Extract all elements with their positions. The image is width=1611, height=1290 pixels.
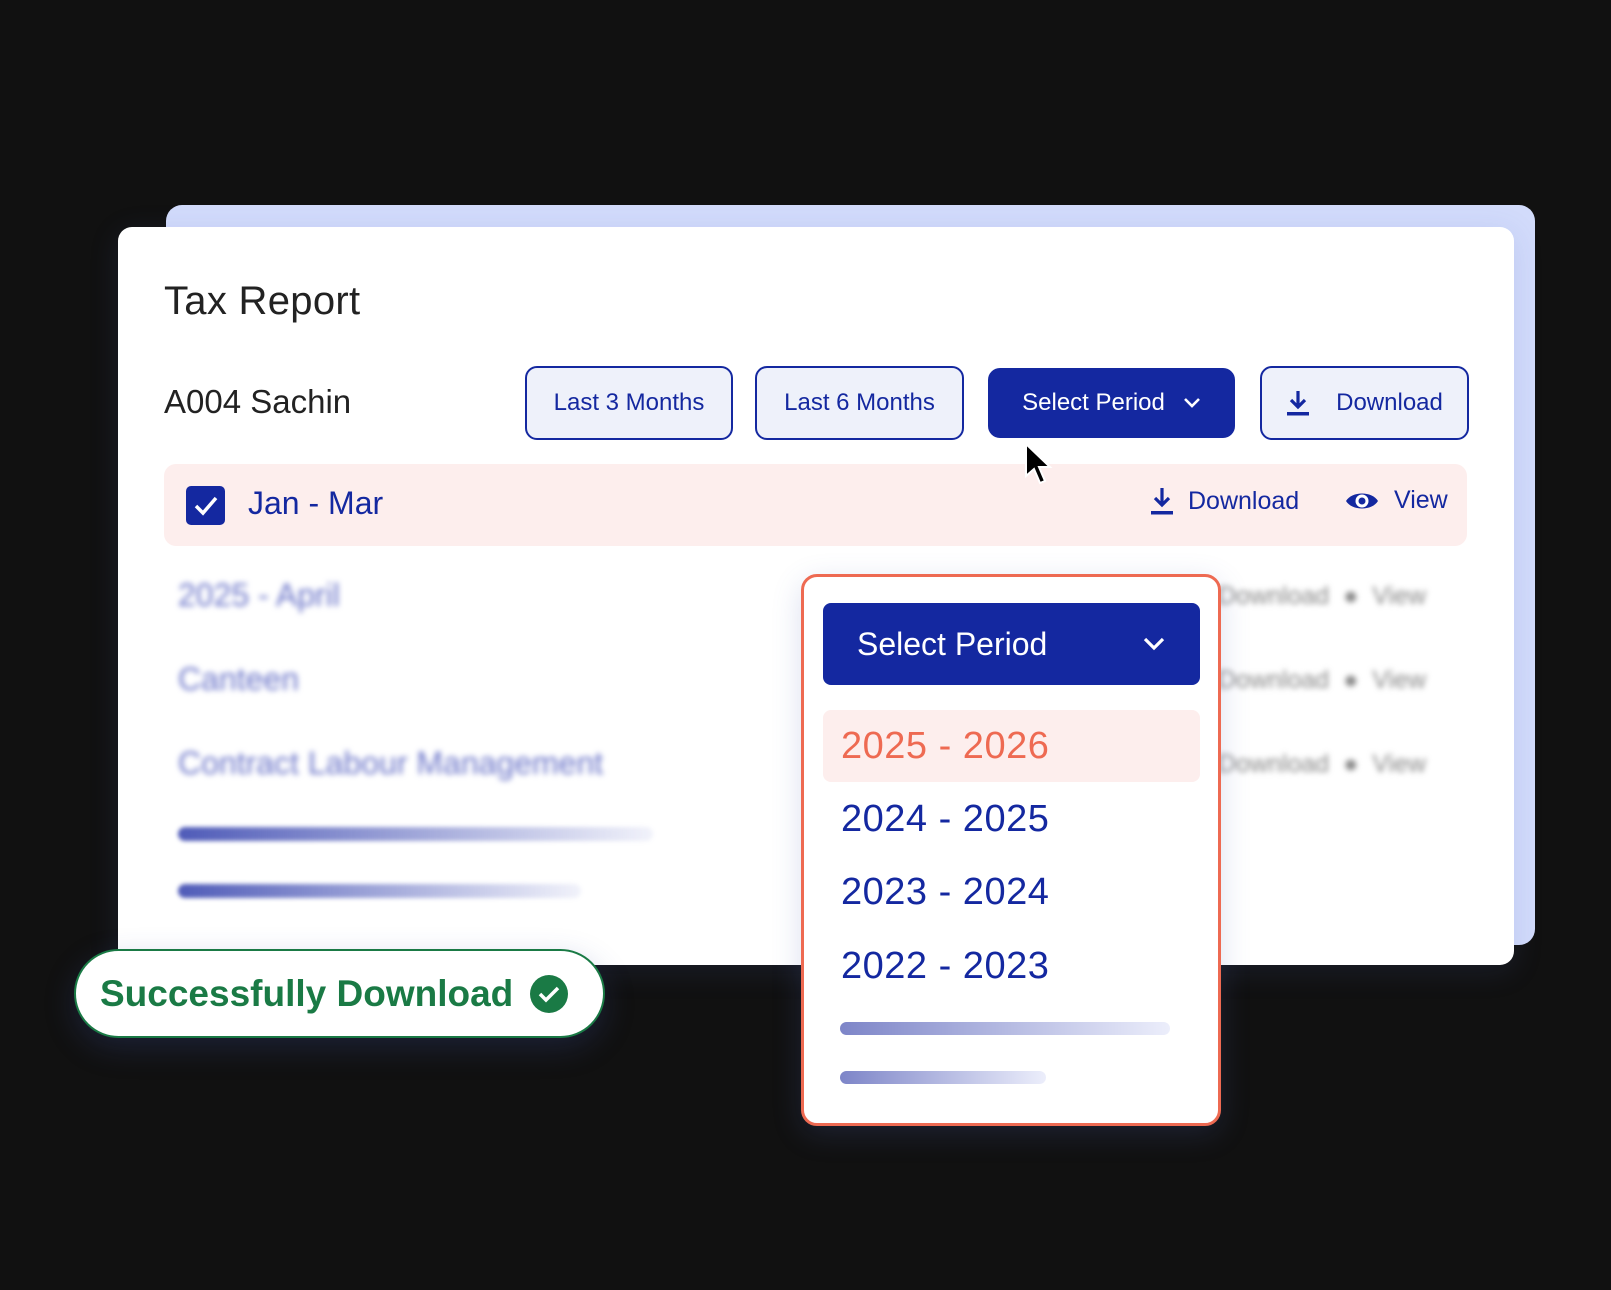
eye-icon (1346, 493, 1378, 508)
report-row-label: 2025 - April (178, 577, 340, 613)
link-label: View (1394, 486, 1448, 514)
eye-icon: ● (1343, 750, 1359, 778)
eye-icon: ● (1343, 666, 1359, 694)
select-period-button[interactable]: Select Period (988, 368, 1235, 438)
report-row-label: Contract Labour Management (178, 745, 604, 781)
last-3-months-button[interactable]: Last 3 Months (525, 366, 733, 440)
option-2023-2024[interactable]: 2023 - 2024 (841, 870, 1050, 913)
mouse-cursor-icon (1025, 442, 1053, 485)
checkmark-icon (194, 496, 217, 516)
button-label: Select Period (857, 625, 1048, 662)
check-circle-icon (530, 974, 569, 1013)
option-2024-2025[interactable]: 2024 - 2025 (841, 797, 1050, 840)
dropdown-select-period-button[interactable]: Select Period (823, 603, 1200, 685)
row-checkbox[interactable] (186, 486, 225, 525)
download-icon (1151, 488, 1173, 515)
download-link[interactable]: Download (1218, 666, 1330, 694)
blurred-actions: Download ● View (1218, 666, 1426, 695)
report-row-label: Canteen (178, 661, 299, 697)
eye-icon: ● (1343, 582, 1359, 610)
blurred-actions: Download ● View (1218, 750, 1426, 779)
download-link[interactable]: Download (1218, 582, 1330, 610)
employee-name: A004 Sachin (164, 383, 352, 420)
placeholder-bar (840, 1071, 1046, 1084)
success-toast: Successfully Download (74, 949, 605, 1038)
button-label: Download (1336, 389, 1443, 416)
placeholder-bar (840, 1022, 1170, 1035)
download-button[interactable]: Download (1260, 366, 1469, 440)
button-label: Select Period (1022, 389, 1165, 416)
row-label: Jan - Mar (248, 485, 384, 521)
last-6-months-button[interactable]: Last 6 Months (755, 366, 964, 440)
view-link[interactable]: View (1372, 666, 1427, 694)
view-link[interactable]: View (1372, 750, 1427, 778)
download-link[interactable]: Download (1218, 750, 1330, 778)
chevron-down-icon (1143, 637, 1165, 651)
blurred-actions: Download ● View (1218, 582, 1426, 611)
row-download-link[interactable]: Download (1150, 486, 1299, 516)
link-label: Download (1188, 486, 1300, 515)
period-dropdown: Select Period 2025 - 2026 2024 - 2025 20… (801, 574, 1221, 1126)
selected-report-row[interactable]: Jan - Mar Download View (164, 464, 1467, 546)
row-view-link[interactable]: View (1344, 486, 1448, 515)
toast-message: Successfully Download (100, 972, 514, 1014)
option-2022-2023[interactable]: 2022 - 2023 (841, 944, 1050, 987)
placeholder-bar (178, 827, 653, 841)
download-icon (1287, 391, 1310, 416)
button-label: Last 6 Months (784, 389, 935, 416)
option-2025-2026[interactable]: 2025 - 2026 (823, 710, 1200, 782)
button-label: Last 3 Months (553, 389, 705, 416)
view-link[interactable]: View (1372, 582, 1427, 610)
page-title: Tax Report (164, 279, 361, 323)
placeholder-bar (178, 884, 581, 898)
chevron-down-icon (1183, 398, 1200, 408)
